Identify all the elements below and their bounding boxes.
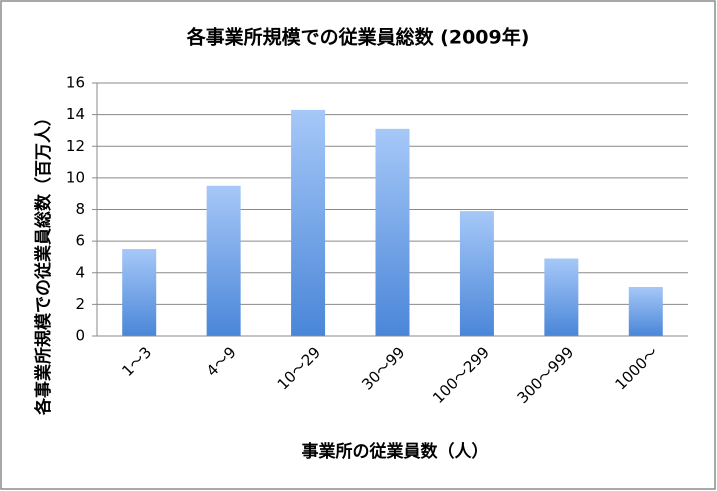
bar [206,185,241,336]
y-tick-label: 6 [75,232,85,250]
chart-title: 各事業所規模での従業員総数 (2009年) [186,26,530,49]
bar [291,109,326,336]
bar [122,249,157,336]
y-tick-label: 2 [75,295,85,313]
x-axis-title: 事業所の従業員数（人） [302,441,489,462]
y-tick-label: 4 [75,263,85,281]
bar [544,258,579,336]
bar [628,286,663,336]
bar [375,128,410,336]
y-tick-label: 0 [75,327,85,345]
bar [459,211,494,336]
y-axis-title: 各事業所規模での従業員総数（百万人） [33,109,54,416]
y-tick-label: 16 [66,74,85,92]
y-tick-label: 14 [66,105,85,123]
y-tick-label: 10 [66,168,85,186]
y-tick-label: 8 [75,200,85,218]
y-tick-label: 12 [66,137,85,155]
